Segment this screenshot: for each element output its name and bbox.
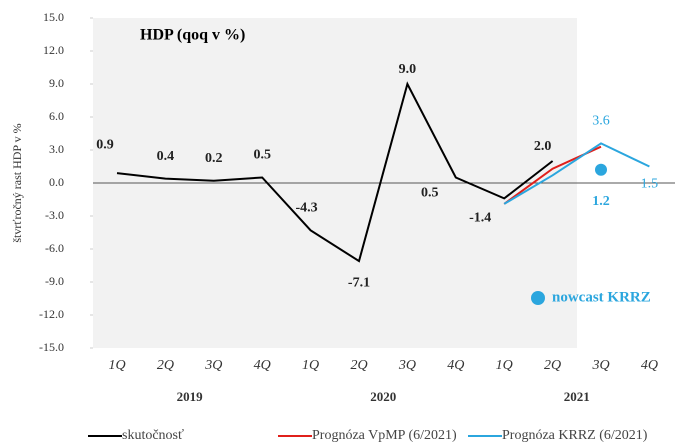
x-tick-label: 1Q	[496, 358, 513, 373]
data-label: 1.2	[592, 194, 610, 209]
year-label: 2020	[370, 389, 396, 404]
nowcast-point	[595, 163, 607, 176]
data-label: 9.0	[399, 62, 417, 77]
x-tick-label: 3Q	[204, 358, 222, 373]
x-tick-label: 4Q	[641, 358, 658, 373]
y-tick-label: 15.0	[43, 10, 64, 24]
data-label: -1.4	[469, 211, 491, 226]
y-tick-label: -12.0	[39, 307, 64, 321]
data-label: 0.9	[96, 137, 114, 152]
x-tick-label: 4Q	[447, 358, 464, 373]
x-tick-label: 4Q	[254, 358, 271, 373]
year-label: 2019	[177, 389, 204, 404]
x-tick-label: 2Q	[157, 358, 174, 373]
series-line	[116, 81, 554, 263]
y-tick-label: 12.0	[43, 43, 64, 57]
legend-label: Prognóza VpMP (6/2021)	[312, 428, 457, 443]
y-tick-label: 6.0	[49, 109, 64, 123]
data-label: 1.5	[641, 177, 659, 192]
y-tick-label: 9.0	[49, 76, 64, 90]
data-label: 2.0	[534, 139, 552, 154]
y-tick-label: 3.0	[49, 142, 64, 156]
y-tick-label: -3.0	[45, 208, 64, 222]
legend-label: Prognóza KRRZ (6/2021)	[502, 428, 648, 443]
data-label: -7.1	[348, 275, 370, 290]
year-label: 2021	[564, 389, 590, 404]
legend-label: nowcast KRRZ	[552, 289, 651, 305]
x-tick-label: 1Q	[108, 358, 125, 373]
y-tick-label: -15.0	[39, 340, 64, 354]
x-tick-label: 2Q	[350, 358, 367, 373]
data-label: -4.3	[296, 201, 318, 216]
y-tick-label: -9.0	[45, 274, 64, 288]
y-axis-label: štvrťročný rast HDP v %	[10, 123, 24, 242]
chart-title: HDP (qoq v %)	[140, 27, 245, 44]
y-tick-label: 0.0	[49, 175, 64, 189]
data-label: 0.4	[157, 149, 175, 164]
x-tick-label: 3Q	[398, 358, 416, 373]
y-tick-label: -6.0	[45, 241, 64, 255]
legend-label: skutočnosť	[122, 428, 184, 443]
x-tick-label: 2Q	[544, 358, 561, 373]
series-line	[503, 142, 650, 205]
data-label: 0.2	[205, 151, 223, 166]
legend-dot	[531, 291, 545, 305]
data-label: 0.5	[421, 186, 439, 201]
x-tick-label: 1Q	[302, 358, 319, 373]
x-tick-label: 3Q	[591, 358, 609, 373]
data-label: 3.6	[592, 114, 610, 129]
data-label: 0.5	[253, 148, 271, 163]
